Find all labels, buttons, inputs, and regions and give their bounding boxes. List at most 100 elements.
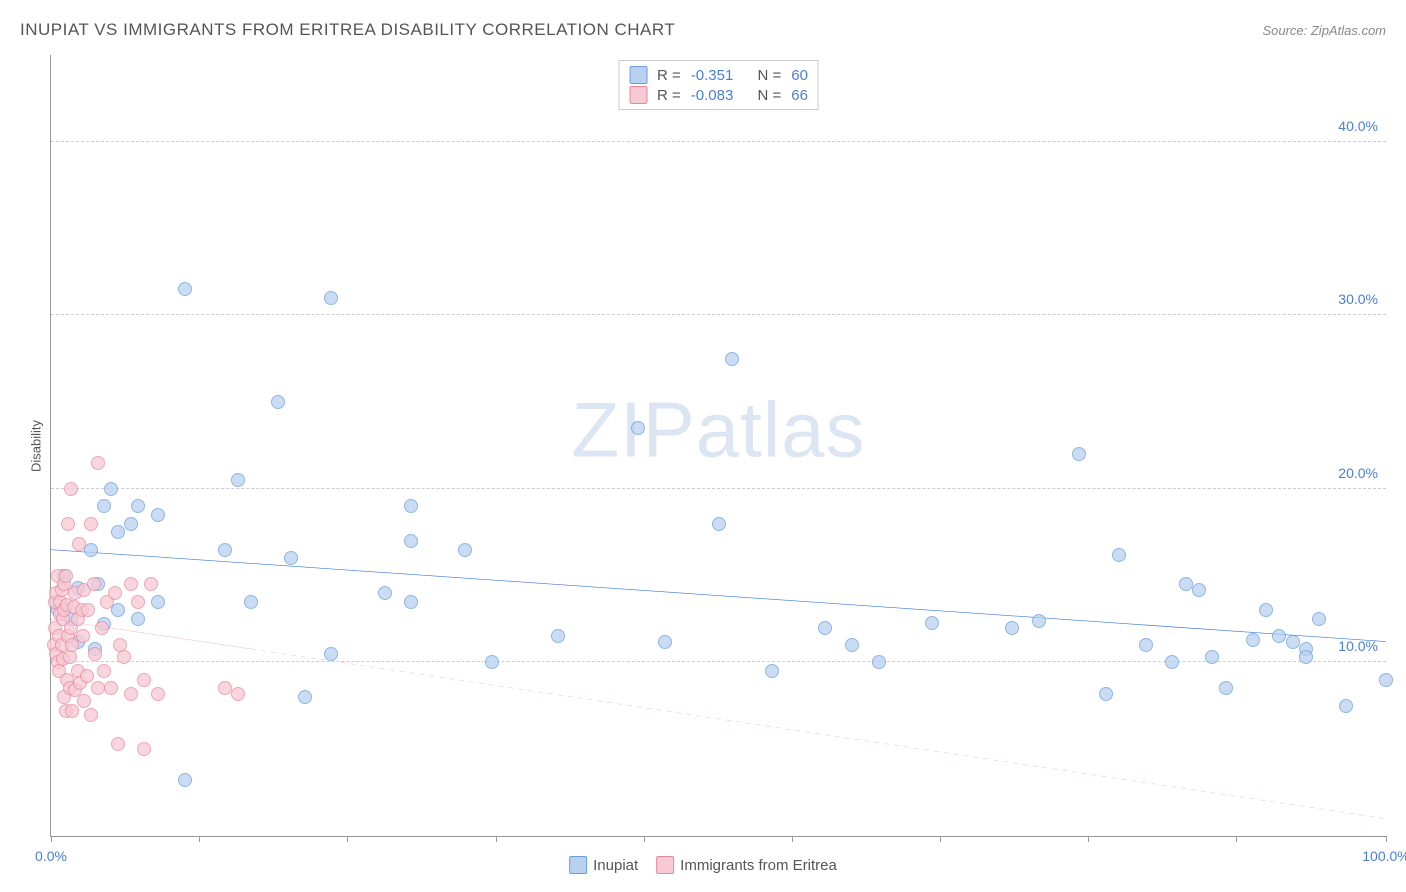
stats-r-value-0: -0.351 [691,67,734,84]
data-point [59,569,73,583]
data-point [1259,603,1273,617]
data-point [81,603,95,617]
x-tick [1088,836,1089,842]
data-point [97,499,111,513]
data-point [124,517,138,531]
data-point [231,687,245,701]
stats-n-value-1: 66 [791,87,808,104]
data-point [324,647,338,661]
data-point [84,708,98,722]
data-point [131,595,145,609]
stats-swatch-1 [629,86,647,104]
data-point [84,517,98,531]
data-point [91,681,105,695]
data-point [117,650,131,664]
data-point [404,595,418,609]
data-point [712,517,726,531]
data-point [298,690,312,704]
x-tick [940,836,941,842]
data-point [64,482,78,496]
data-point [131,499,145,513]
gridline [51,314,1386,315]
data-point [404,534,418,548]
data-point [244,595,258,609]
data-point [218,543,232,557]
data-point [111,737,125,751]
legend-swatch-1 [656,856,674,874]
data-point [925,616,939,630]
gridline [51,141,1386,142]
x-tick-label: 0.0% [35,848,67,864]
data-point [124,687,138,701]
data-point [72,537,86,551]
stats-n-label: N = [758,87,782,104]
data-point [84,543,98,557]
data-point [725,352,739,366]
data-point [218,681,232,695]
data-point [95,621,109,635]
stats-legend-box: R = -0.351 N = 60 R = -0.083 N = 66 [618,60,819,110]
data-point [87,577,101,591]
data-point [104,681,118,695]
data-point [1205,650,1219,664]
x-tick [347,836,348,842]
data-point [1032,614,1046,628]
data-point [137,742,151,756]
stats-row-0: R = -0.351 N = 60 [629,65,808,85]
data-point [1099,687,1113,701]
data-point [131,612,145,626]
data-point [845,638,859,652]
data-point [231,473,245,487]
data-point [104,482,118,496]
data-point [1339,699,1353,713]
data-point [80,669,94,683]
data-point [65,704,79,718]
data-point [124,577,138,591]
stats-n-value-0: 60 [791,67,808,84]
data-point [458,543,472,557]
stats-r-label: R = [657,87,681,104]
header: INUPIAT VS IMMIGRANTS FROM ERITREA DISAB… [20,20,1386,40]
data-point [97,664,111,678]
stats-swatch-0 [629,66,647,84]
data-point [551,629,565,643]
data-point [872,655,886,669]
data-point [658,635,672,649]
data-point [378,586,392,600]
data-point [1072,447,1086,461]
data-point [1246,633,1260,647]
x-tick [1386,836,1387,842]
data-point [77,694,91,708]
x-tick-label: 100.0% [1362,848,1406,864]
legend-label-0: Inupiat [593,857,638,874]
data-point [485,655,499,669]
legend-swatch-0 [569,856,587,874]
x-tick [1236,836,1237,842]
trend-lines-svg [51,55,1386,836]
data-point [178,773,192,787]
data-point [1179,577,1193,591]
stats-r-label: R = [657,67,681,84]
data-point [765,664,779,678]
x-tick [199,836,200,842]
stats-r-value-1: -0.083 [691,87,734,104]
data-point [1005,621,1019,635]
data-point [1379,673,1393,687]
data-point [151,508,165,522]
y-tick-label: 30.0% [1338,291,1378,307]
data-point [61,517,75,531]
y-tick-label: 20.0% [1338,465,1378,481]
data-point [76,629,90,643]
bottom-legend: Inupiat Immigrants from Eritrea [569,856,837,874]
data-point [144,577,158,591]
x-tick [644,836,645,842]
source-credit: Source: ZipAtlas.com [1262,23,1386,38]
legend-item-1: Immigrants from Eritrea [656,856,837,874]
watermark: ZIPatlas [571,384,865,475]
data-point [1165,655,1179,669]
data-point [818,621,832,635]
data-point [1299,650,1313,664]
data-point [151,595,165,609]
data-point [108,586,122,600]
stats-n-label: N = [758,67,782,84]
